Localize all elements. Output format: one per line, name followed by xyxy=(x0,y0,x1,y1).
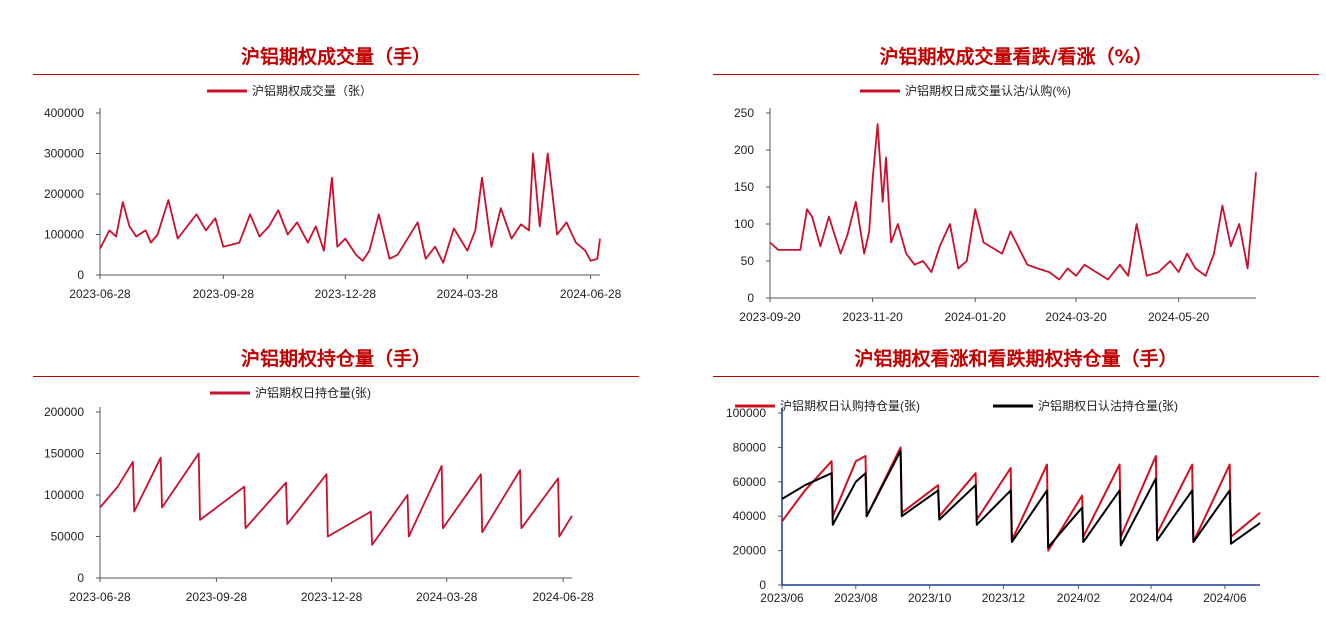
panel-call-put-oi: 沪铝期权看涨和看跌期权持仓量（手） xyxy=(713,340,1319,630)
y-tick-label: 250 xyxy=(734,106,754,120)
x-tick-label: 2023-12-28 xyxy=(315,287,377,301)
x-tick-label: 2023-09-28 xyxy=(186,590,248,604)
title-rule xyxy=(713,74,1319,75)
x-tick-label: 2023/06 xyxy=(760,591,804,605)
x-tick-label: 2024-03-28 xyxy=(416,590,478,604)
panel-volume: 沪铝期权成交量（手） xyxy=(33,38,639,308)
title-rule xyxy=(33,376,639,377)
volume-chart: 0 100000 200000 300000 400000 2023-06-28 2023-… xyxy=(44,83,622,301)
x-tick-label: 2024-06-28 xyxy=(560,287,622,301)
x-tick-label: 2023-06-28 xyxy=(69,287,131,301)
series-line-0 xyxy=(99,152,601,264)
x-tick-label: 2024-03-28 xyxy=(437,287,499,301)
x-tick-label: 2023-06-28 xyxy=(69,590,131,604)
chart-title: 沪铝期权成交量（手） xyxy=(240,46,431,68)
x-tick-label: 2024/02 xyxy=(1057,591,1101,605)
y-tick-label: 400000 xyxy=(44,106,84,120)
legend-label-0: 沪铝期权日成交量认沽/认购(%) xyxy=(905,83,1071,98)
x-tick-label: 2023/08 xyxy=(834,591,878,605)
y-tick-label: 200000 xyxy=(44,405,84,419)
ratio-chart: 0 50 100 150 200 250 2023-09-20 2023-11-20 2024-… xyxy=(734,83,1257,324)
y-tick-label: 50000 xyxy=(51,530,85,544)
title-rule xyxy=(33,74,639,75)
y-tick-label: 50 xyxy=(741,254,755,268)
x-tick-label: 2024/06 xyxy=(1203,591,1247,605)
x-tick-label: 2024-03-20 xyxy=(1045,310,1107,324)
y-tick-label: 150000 xyxy=(44,447,84,461)
y-tick-label: 40000 xyxy=(733,509,767,523)
x-tick-label: 2024-01-20 xyxy=(944,310,1006,324)
series-line-0 xyxy=(99,452,573,546)
y-tick-label: 200000 xyxy=(44,187,84,201)
y-tick-label: 0 xyxy=(747,291,754,305)
legend-label-0: 沪铝期权日认购持仓量(张) xyxy=(780,398,920,413)
x-tick-label: 2023-12-28 xyxy=(301,590,363,604)
y-tick-label: 100000 xyxy=(44,228,84,242)
x-tick-label: 2023/12 xyxy=(982,591,1026,605)
series-line-0 xyxy=(769,123,1257,281)
y-tick-label: 20000 xyxy=(733,544,767,558)
y-tick-label: 100000 xyxy=(44,488,84,502)
y-tick-label: 200 xyxy=(734,143,754,157)
chart-title: 沪铝期权持仓量（手） xyxy=(240,348,431,370)
x-tick-label: 2024-05-20 xyxy=(1148,310,1210,324)
y-tick-label: 150 xyxy=(734,180,754,194)
legend-label-1: 沪铝期权日认沽持仓量(张) xyxy=(1038,398,1178,413)
x-tick-label: 2023-09-20 xyxy=(739,310,801,324)
open-interest-chart: 0 50000 100000 150000 200000 2023-06-28 2023-0… xyxy=(44,385,594,604)
legend-label-0: 沪铝期权成交量（张） xyxy=(252,83,372,98)
series-line-0 xyxy=(781,446,1261,552)
series-line-1 xyxy=(781,449,1261,549)
y-tick-label: 0 xyxy=(759,578,766,592)
y-tick-label: 0 xyxy=(77,268,84,282)
panel-open-interest: 沪铝期权持仓量（手） xyxy=(33,340,639,610)
x-tick-label: 2023/10 xyxy=(908,591,952,605)
x-tick-label: 2023-11-20 xyxy=(842,310,903,324)
x-tick-label: 2023-09-28 xyxy=(193,287,255,301)
title-rule xyxy=(713,376,1319,377)
y-tick-label: 100000 xyxy=(726,406,766,420)
x-tick-label: 2024-06-28 xyxy=(532,590,594,604)
legend-label-0: 沪铝期权日持仓量(张) xyxy=(255,385,371,400)
y-tick-label: 80000 xyxy=(733,440,767,454)
y-tick-label: 60000 xyxy=(733,475,767,489)
call-put-oi-chart: 0 20000 40000 60000 80000 100000 2023/06 2023/0… xyxy=(726,398,1261,605)
y-tick-label: 300000 xyxy=(44,147,84,161)
panel-put-call-ratio: 沪铝期权成交量看跌/看涨（%） xyxy=(713,38,1319,308)
x-tick-label: 2024/04 xyxy=(1129,591,1173,605)
chart-title: 沪铝期权成交量看跌/看涨（%） xyxy=(879,46,1153,68)
y-tick-label: 0 xyxy=(77,571,84,585)
chart-title: 沪铝期权看涨和看跌期权持仓量（手） xyxy=(854,348,1178,370)
y-tick-label: 100 xyxy=(734,217,754,231)
